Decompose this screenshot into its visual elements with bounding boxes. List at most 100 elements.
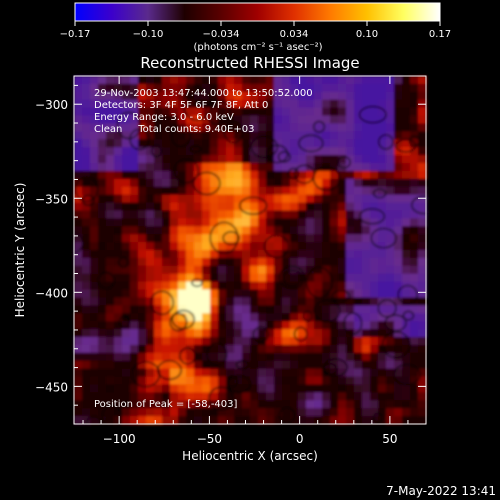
contour-blob	[408, 135, 421, 148]
heatmap-pixel	[210, 289, 219, 299]
contour-blob	[74, 176, 99, 203]
heatmap-pixel	[266, 344, 275, 354]
heatmap-pixel	[378, 265, 387, 275]
heatmap-pixel	[274, 170, 283, 180]
heatmap-pixel	[314, 329, 323, 338]
heatmap-pixel	[394, 360, 403, 370]
heatmap-pixel	[146, 408, 155, 417]
heatmap-pixel	[218, 83, 227, 93]
heatmap-pixel	[82, 210, 91, 219]
heatmap-pixel	[330, 123, 339, 132]
heatmap-pixel	[194, 321, 203, 330]
heatmap-pixel	[418, 194, 427, 204]
heatmap-pixel	[410, 76, 419, 85]
heatmap-pixel	[154, 265, 163, 275]
heatmap-pixel	[354, 170, 363, 180]
heatmap-pixel	[338, 408, 347, 417]
heatmap-pixel	[330, 99, 339, 109]
heatmap-pixel	[186, 242, 195, 251]
heatmap-pixel	[394, 91, 403, 101]
heatmap-pixel	[122, 273, 131, 283]
heatmap-pixel	[154, 384, 163, 393]
heatmap-pixel	[274, 408, 283, 417]
heatmap-pixel	[258, 250, 267, 259]
heatmap-pixel	[330, 400, 339, 409]
heatmap-pixel	[218, 194, 227, 204]
heatmap-pixel	[130, 400, 139, 409]
heatmap-pixel	[154, 392, 163, 401]
heatmap-pixel	[82, 384, 91, 393]
heatmap-pixel	[114, 305, 123, 314]
heatmap-pixel	[122, 99, 131, 109]
heatmap-pixel	[82, 170, 91, 180]
heatmap-pixel	[250, 297, 259, 306]
heatmap-pixel	[210, 250, 219, 259]
heatmap-pixel	[218, 416, 227, 425]
heatmap-pixel	[394, 194, 403, 204]
heatmap-pixel	[234, 416, 243, 425]
heatmap-pixel	[178, 313, 187, 322]
heatmap-pixel	[282, 226, 291, 235]
heatmap-pixel	[330, 115, 339, 125]
heatmap-pixel	[130, 337, 139, 346]
heatmap-pixel	[322, 352, 331, 362]
heatmap-pixel	[106, 242, 115, 251]
heatmap-pixel	[98, 352, 107, 362]
contour-blob	[238, 196, 268, 215]
heatmap-pixel	[298, 131, 307, 140]
heatmap-pixel	[82, 202, 91, 212]
heatmap-pixel	[234, 170, 243, 180]
heatmap-pixel	[202, 400, 211, 409]
heatmap-pixel	[370, 376, 379, 386]
heatmap-pixel	[154, 115, 163, 125]
contour-blob	[278, 265, 306, 290]
heatmap-pixel	[234, 344, 243, 354]
heatmap-pixel	[282, 257, 291, 267]
heatmap-pixel	[266, 337, 275, 346]
heatmap-pixel	[346, 242, 355, 251]
heatmap-pixel	[250, 202, 259, 212]
heatmap-pixel	[338, 352, 347, 362]
heatmap-pixel	[170, 210, 179, 219]
heatmap-pixel	[90, 131, 99, 140]
heatmap-pixel	[138, 194, 147, 204]
heatmap-pixel	[98, 329, 107, 338]
y-tick-label: −350	[35, 192, 68, 206]
heatmap-pixel	[306, 368, 315, 378]
heatmap-pixel	[402, 313, 411, 322]
heatmap-pixel	[82, 297, 91, 306]
heatmap-pixel	[266, 194, 275, 204]
heatmap-pixel	[218, 344, 227, 354]
heatmap-pixel	[354, 99, 363, 109]
heatmap-pixel	[218, 170, 227, 180]
heatmap-pixel	[122, 368, 131, 378]
colorbar-tick-label: 0.17	[429, 29, 451, 40]
heatmap-pixel	[90, 76, 99, 85]
heatmap-pixel	[178, 170, 187, 180]
heatmap-pixel	[330, 226, 339, 235]
heatmap-pixel	[282, 400, 291, 409]
heatmap-pixel	[394, 265, 403, 275]
heatmap-pixel	[346, 131, 355, 140]
heatmap-pixel	[298, 281, 307, 291]
heatmap-pixel	[114, 210, 123, 219]
heatmap-pixel	[290, 360, 299, 370]
contour-blob	[263, 234, 290, 259]
heatmap-pixel	[146, 147, 155, 156]
heatmap-pixel	[122, 265, 131, 275]
heatmap-pixel	[194, 131, 203, 140]
heatmap-pixel	[154, 155, 163, 164]
heatmap-pixel	[74, 289, 83, 299]
heatmap-pixel	[202, 281, 211, 291]
heatmap-pixel	[410, 281, 419, 291]
heatmap-pixel	[194, 265, 203, 275]
heatmap-pixel	[314, 376, 323, 386]
heatmap-pixel	[218, 250, 227, 259]
heatmap-pixel	[234, 147, 243, 156]
heatmap-pixel	[130, 234, 139, 243]
heatmap-pixel	[114, 400, 123, 409]
heatmap-pixel	[98, 131, 107, 140]
heatmap-pixel	[354, 131, 363, 140]
heatmap-pixel	[146, 155, 155, 164]
heatmap-pixel	[130, 99, 139, 109]
